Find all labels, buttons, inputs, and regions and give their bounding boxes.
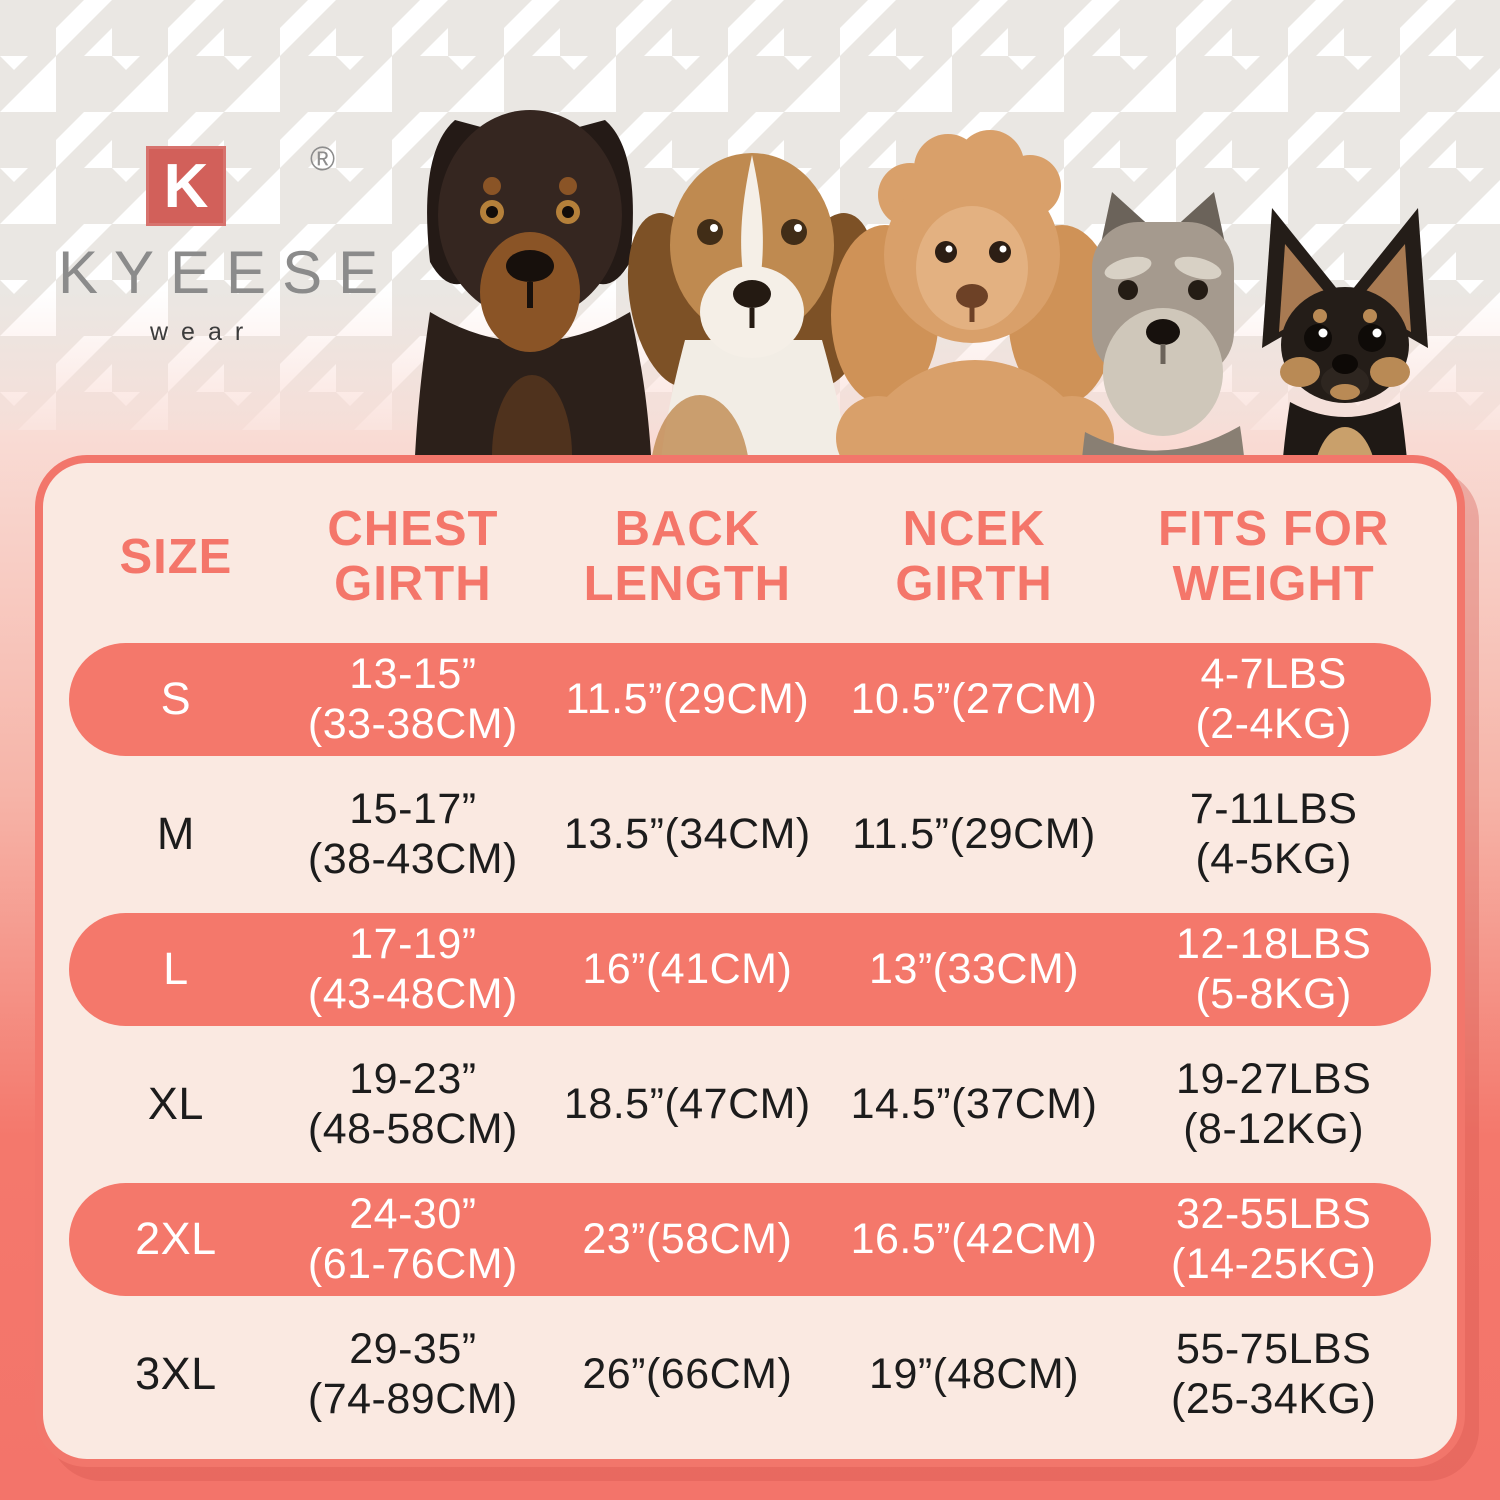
neck-girth-value: 14.5”(37CM) — [850, 1079, 1098, 1128]
back-length-value: 18.5”(47CM) — [563, 1079, 811, 1128]
size-value: L — [163, 943, 189, 995]
chest-girth-value: 19-23” (48-58CM) — [307, 1054, 518, 1153]
back-length-value: 26”(66CM) — [582, 1349, 793, 1398]
neck-girth-value: 13”(33CM) — [869, 944, 1080, 993]
neck-girth-value: 19”(48CM) — [869, 1349, 1080, 1398]
chest-girth-value: 13-15” (33-38CM) — [307, 649, 518, 748]
size-chart-table: SIZE CHEST GIRTH BACK LENGTH NCEK GIRTH … — [43, 463, 1457, 1459]
back-length-value: 23”(58CM) — [582, 1214, 793, 1263]
table-row-m: M 15-17” (38-43CM) 13.5”(34CM) 11.5”(29C… — [69, 778, 1431, 891]
size-value: XL — [147, 1078, 204, 1130]
weight-value: 19-27LBS (8-12KG) — [1176, 1054, 1372, 1153]
back-length-value: 13.5”(34CM) — [563, 809, 811, 858]
weight-value: 7-11LBS (4-5KG) — [1189, 784, 1358, 883]
weight-value: 55-75LBS (25-34KG) — [1171, 1324, 1377, 1423]
size-chart-card: SIZE CHEST GIRTH BACK LENGTH NCEK GIRTH … — [35, 455, 1465, 1467]
brand-subtitle: wear — [150, 318, 257, 346]
table-row-xl: XL 19-23” (48-58CM) 18.5”(47CM) 14.5”(37… — [69, 1048, 1431, 1161]
weight-value: 32-55LBS (14-25KG) — [1171, 1189, 1377, 1288]
weight-value: 12-18LBS (5-8KG) — [1176, 919, 1372, 1018]
neck-girth-value: 16.5”(42CM) — [850, 1214, 1098, 1263]
table-row-2xl: 2XL 24-30” (61-76CM) 23”(58CM) 16.5”(42C… — [69, 1183, 1431, 1296]
weight-value: 4-7LBS (2-4KG) — [1195, 649, 1352, 748]
header-neck-girth: NCEK GIRTH — [895, 502, 1053, 611]
brand-logo-mark: K — [146, 146, 226, 226]
size-value: 2XL — [135, 1213, 217, 1265]
header-chest-girth: CHEST GIRTH — [327, 502, 499, 611]
header-size: SIZE — [119, 529, 233, 584]
size-value: S — [160, 673, 192, 725]
brand-name: KYEESE — [58, 239, 395, 306]
chest-girth-value: 15-17” (38-43CM) — [307, 784, 518, 883]
chest-girth-value: 29-35” (74-89CM) — [307, 1324, 518, 1423]
table-row-3xl: 3XL 29-35” (74-89CM) 26”(66CM) 19”(48CM)… — [69, 1318, 1431, 1431]
size-value: M — [156, 808, 195, 860]
chest-girth-value: 24-30” (61-76CM) — [307, 1189, 518, 1288]
header-fits-for-weight: FITS FOR WEIGHT — [1158, 502, 1390, 611]
header-back-length: BACK LENGTH — [583, 502, 792, 611]
back-length-value: 16”(41CM) — [582, 944, 793, 993]
registered-trademark-icon: ® — [310, 140, 336, 178]
table-row-s: S 13-15” (33-38CM) 11.5”(29CM) 10.5”(27C… — [69, 643, 1431, 756]
chest-girth-value: 17-19” (43-48CM) — [307, 919, 518, 1018]
neck-girth-value: 10.5”(27CM) — [850, 674, 1098, 723]
back-length-value: 11.5”(29CM) — [565, 674, 810, 723]
neck-girth-value: 11.5”(29CM) — [852, 809, 1096, 858]
size-value: 3XL — [135, 1348, 217, 1400]
table-header-row: SIZE CHEST GIRTH BACK LENGTH NCEK GIRTH … — [69, 481, 1431, 633]
table-row-l: L 17-19” (43-48CM) 16”(41CM) 13”(33CM) 1… — [69, 913, 1431, 1026]
